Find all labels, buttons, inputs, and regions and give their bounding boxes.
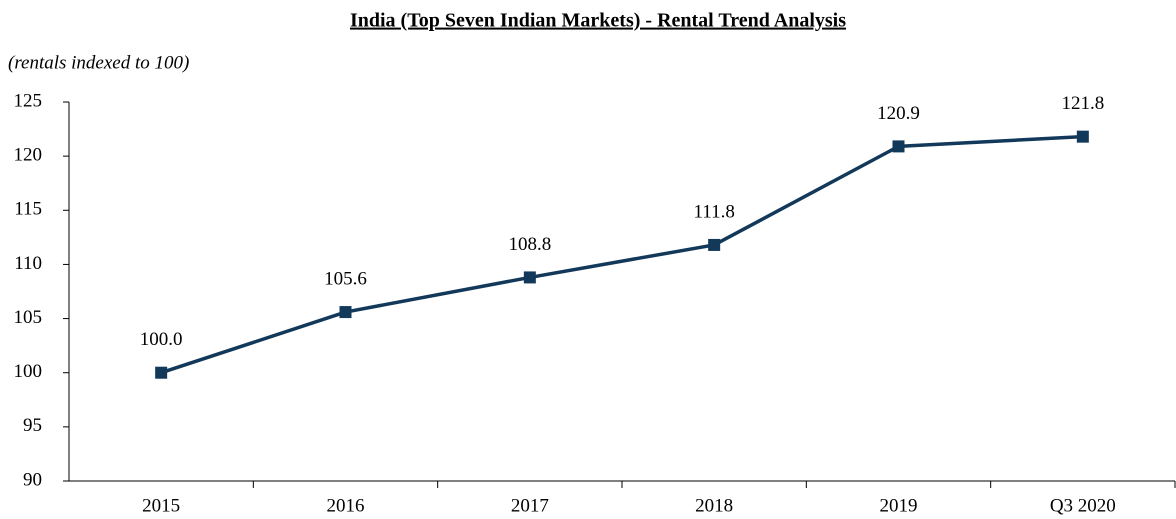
chart-subtitle: (rentals indexed to 100) [8,52,189,73]
data-label: 120.9 [877,103,920,124]
data-label: 121.8 [1061,93,1104,114]
x-tick-label: 2016 [327,495,365,516]
x-tick-label: 2017 [511,495,549,516]
y-tick-label: 100 [14,361,43,382]
y-tick-label: 110 [14,253,42,274]
y-tick-label: 90 [23,469,42,490]
y-tick-label: 125 [14,90,43,111]
data-label: 105.6 [324,268,367,289]
x-tick-label: 2018 [695,495,733,516]
marker [339,306,352,319]
y-tick-label: 120 [14,145,43,166]
y-tick-label: 105 [14,307,43,328]
chart-title: India (Top Seven Indian Markets) - Renta… [350,10,846,32]
marker [708,238,721,251]
x-tick-label: 2019 [880,495,918,516]
line [160,134,1083,375]
y-tick-label: 115 [14,199,42,220]
marker [1076,130,1089,143]
x-tick-label: Q3 2020 [1050,495,1116,516]
data-label: 111.8 [693,201,734,222]
data-label: 108.8 [508,234,551,255]
marker [523,271,536,284]
marker [155,366,168,379]
marker [892,140,905,153]
x-tick-label: 2015 [142,495,180,516]
data-label: 100.0 [140,329,183,350]
y-tick-label: 95 [23,415,42,436]
